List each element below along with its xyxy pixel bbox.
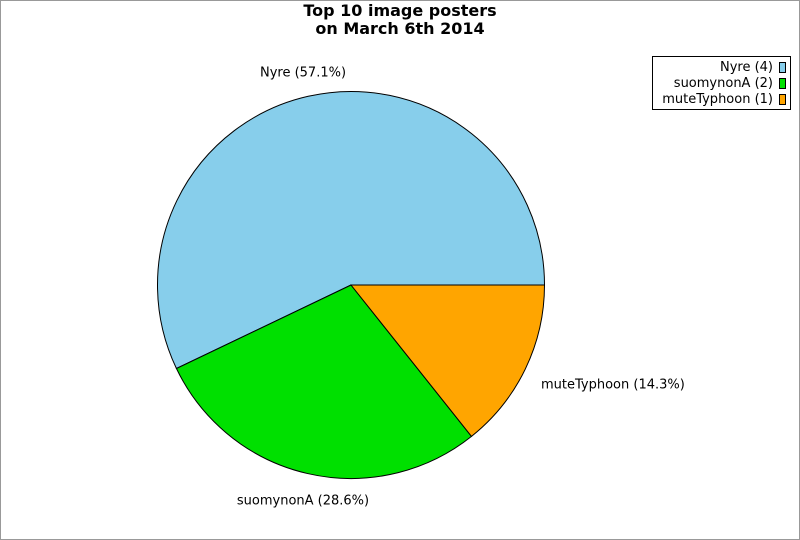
legend-swatch-suomynona [779, 77, 786, 89]
legend-swatch-nyre [779, 61, 786, 73]
legend-item-label: Nyre (4) [719, 59, 773, 75]
slice-label-nyre: Nyre (57.1%) [259, 65, 347, 81]
slice-label-suomynona: suomynonA (28.6%) [236, 493, 370, 509]
slice-label-mutetyphoon: muteTyphoon (14.3%) [541, 377, 685, 393]
pie-slice-nyre [157, 91, 546, 370]
legend-item-label: muteTyphoon (1) [662, 91, 773, 107]
legend-item-nyre: Nyre (4) [656, 59, 786, 75]
legend-item-mutetyphoon: muteTyphoon (1) [656, 91, 786, 107]
chart-title-line1: Top 10 image posters [303, 1, 497, 20]
legend-item-label: suomynonA (2) [673, 75, 773, 91]
legend-swatch-mutetyphoon [779, 93, 786, 105]
pie-slice-mutetyphoon [349, 284, 546, 438]
pie-slice-suomynona [175, 284, 473, 479]
legend: Nyre (4) suomynonA (2) muteTyphoon (1) [652, 56, 791, 110]
chart-title-line2: on March 6th 2014 [315, 19, 485, 38]
legend-item-suomynona: suomynonA (2) [656, 75, 786, 91]
chart-title: Top 10 image posters on March 6th 2014 [1, 2, 799, 38]
